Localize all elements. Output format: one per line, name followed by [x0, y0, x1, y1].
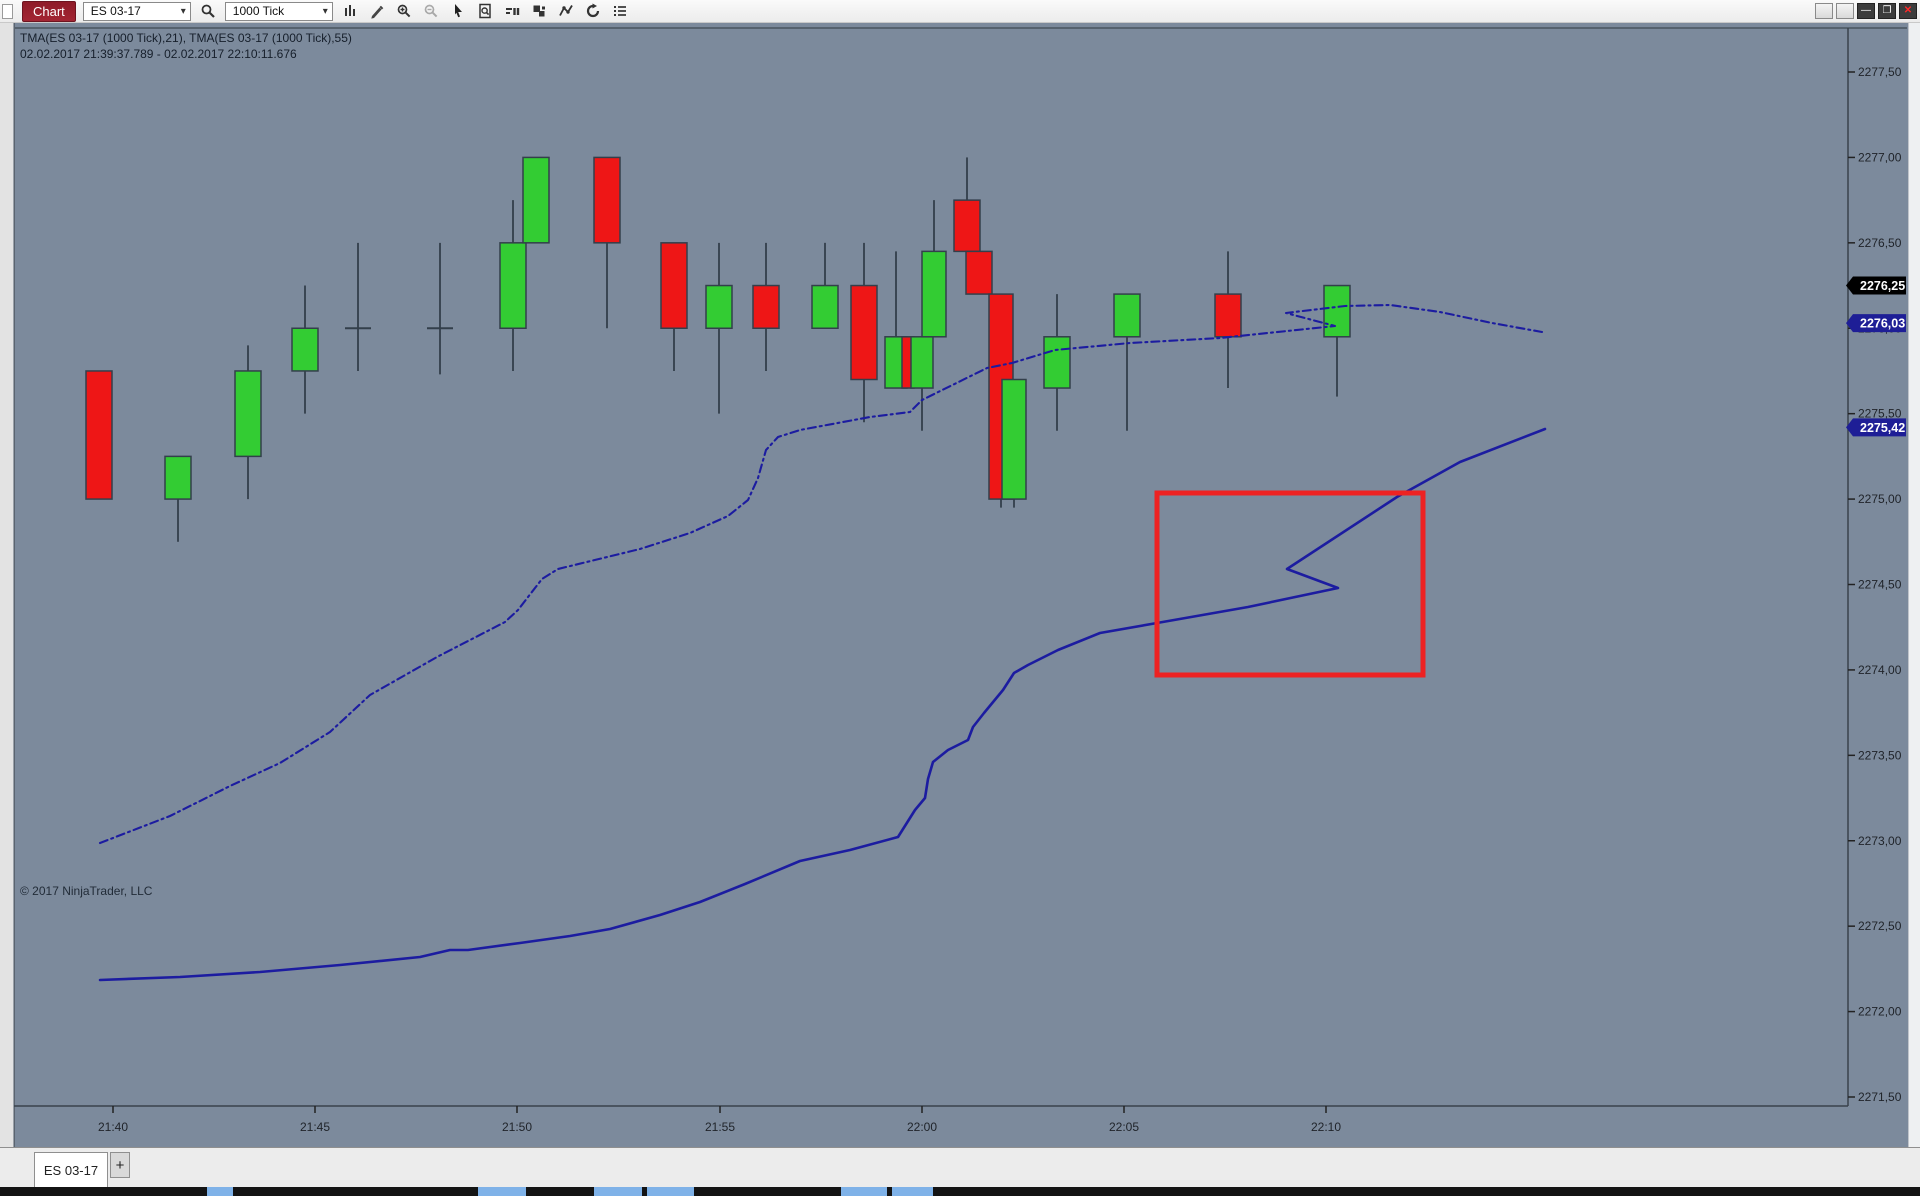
- add-tab-button[interactable]: +: [110, 1152, 130, 1178]
- minimize-button[interactable]: —: [1857, 3, 1875, 19]
- svg-text:2275,00: 2275,00: [1858, 492, 1902, 506]
- taskbar-app-segment: [594, 1187, 642, 1196]
- instrument-value: ES 03-17: [90, 4, 141, 18]
- window-buttons: — ❐ ✕: [1815, 3, 1917, 19]
- svg-text:22:05: 22:05: [1109, 1120, 1139, 1134]
- svg-text:22:10: 22:10: [1311, 1120, 1341, 1134]
- left-window-edge: [0, 23, 14, 1147]
- zoom-in-icon[interactable]: [394, 1, 414, 21]
- svg-text:2277,00: 2277,00: [1858, 150, 1902, 164]
- indicators-icon[interactable]: [502, 1, 522, 21]
- taskbar-app-segment: [892, 1187, 933, 1196]
- interval-select[interactable]: 1000 Tick ▾: [224, 1, 333, 21]
- search-icon[interactable]: [198, 1, 218, 21]
- time-axis[interactable]: [14, 1106, 1846, 1146]
- svg-text:2275,50: 2275,50: [1858, 407, 1902, 421]
- chart-menu-button[interactable]: Chart: [22, 0, 76, 22]
- svg-text:2273,50: 2273,50: [1858, 748, 1902, 762]
- cursor-icon[interactable]: [448, 1, 468, 21]
- svg-text:2274,00: 2274,00: [1858, 663, 1902, 677]
- price-axis[interactable]: [1846, 28, 1908, 1106]
- taskbar-app-segment: [207, 1187, 233, 1196]
- window-icon: [2, 3, 13, 19]
- tab-es-03-17[interactable]: ES 03-17: [34, 1152, 108, 1188]
- chevron-down-icon: ▾: [322, 5, 328, 17]
- svg-text:2274,50: 2274,50: [1858, 578, 1902, 592]
- blank-button-2[interactable]: [1836, 3, 1854, 19]
- svg-text:2276,03: 2276,03: [1860, 317, 1905, 331]
- svg-text:2272,50: 2272,50: [1858, 919, 1902, 933]
- bar-chart-icon[interactable]: [340, 1, 360, 21]
- data-series-icon[interactable]: [610, 1, 630, 21]
- restore-button[interactable]: ❐: [1878, 3, 1896, 19]
- svg-text:2276,25: 2276,25: [1860, 279, 1905, 293]
- tab-bar: ES 03-17 +: [0, 1147, 1920, 1188]
- taskbar-app-segment: [841, 1187, 887, 1196]
- taskbar-app-segment: [478, 1187, 526, 1196]
- close-button[interactable]: ✕: [1899, 3, 1917, 19]
- svg-text:22:00: 22:00: [907, 1120, 937, 1134]
- copyright-label: © 2017 NinjaTrader, LLC: [20, 884, 153, 898]
- zoom-out-icon[interactable]: [421, 1, 441, 21]
- svg-text:2271,50: 2271,50: [1858, 1090, 1902, 1104]
- blocks-icon[interactable]: [529, 1, 549, 21]
- time-range-label: 02.02.2017 21:39:37.789 - 02.02.2017 22:…: [20, 47, 297, 61]
- chevron-down-icon: ▾: [180, 5, 186, 17]
- indicator-label: TMA(ES 03-17 (1000 Tick),21), TMA(ES 03-…: [20, 31, 352, 45]
- svg-text:21:45: 21:45: [300, 1120, 330, 1134]
- svg-text:2275,42: 2275,42: [1860, 421, 1905, 435]
- svg-text:21:40: 21:40: [98, 1120, 128, 1134]
- refresh-icon[interactable]: [583, 1, 603, 21]
- svg-text:21:55: 21:55: [705, 1120, 735, 1134]
- svg-text:2272,00: 2272,00: [1858, 1005, 1902, 1019]
- interval-value: 1000 Tick: [232, 4, 285, 18]
- svg-text:21:50: 21:50: [502, 1120, 532, 1134]
- svg-text:2277,50: 2277,50: [1858, 65, 1902, 79]
- taskbar-app-segment: [647, 1187, 694, 1196]
- instrument-select[interactable]: ES 03-17 ▾: [82, 1, 191, 21]
- svg-text:2276,50: 2276,50: [1858, 236, 1902, 250]
- zigzag-icon[interactable]: [556, 1, 576, 21]
- taskbar-strip: [0, 1187, 1920, 1196]
- pencil-icon[interactable]: [367, 1, 387, 21]
- chart-inspector-icon[interactable]: [475, 1, 495, 21]
- svg-text:2273,00: 2273,00: [1858, 834, 1902, 848]
- right-window-edge: [1908, 23, 1920, 1147]
- toolbar: Chart ES 03-17 ▾ 1000 Tick ▾ — ❐ ✕: [0, 0, 1920, 23]
- blank-button-1[interactable]: [1815, 3, 1833, 19]
